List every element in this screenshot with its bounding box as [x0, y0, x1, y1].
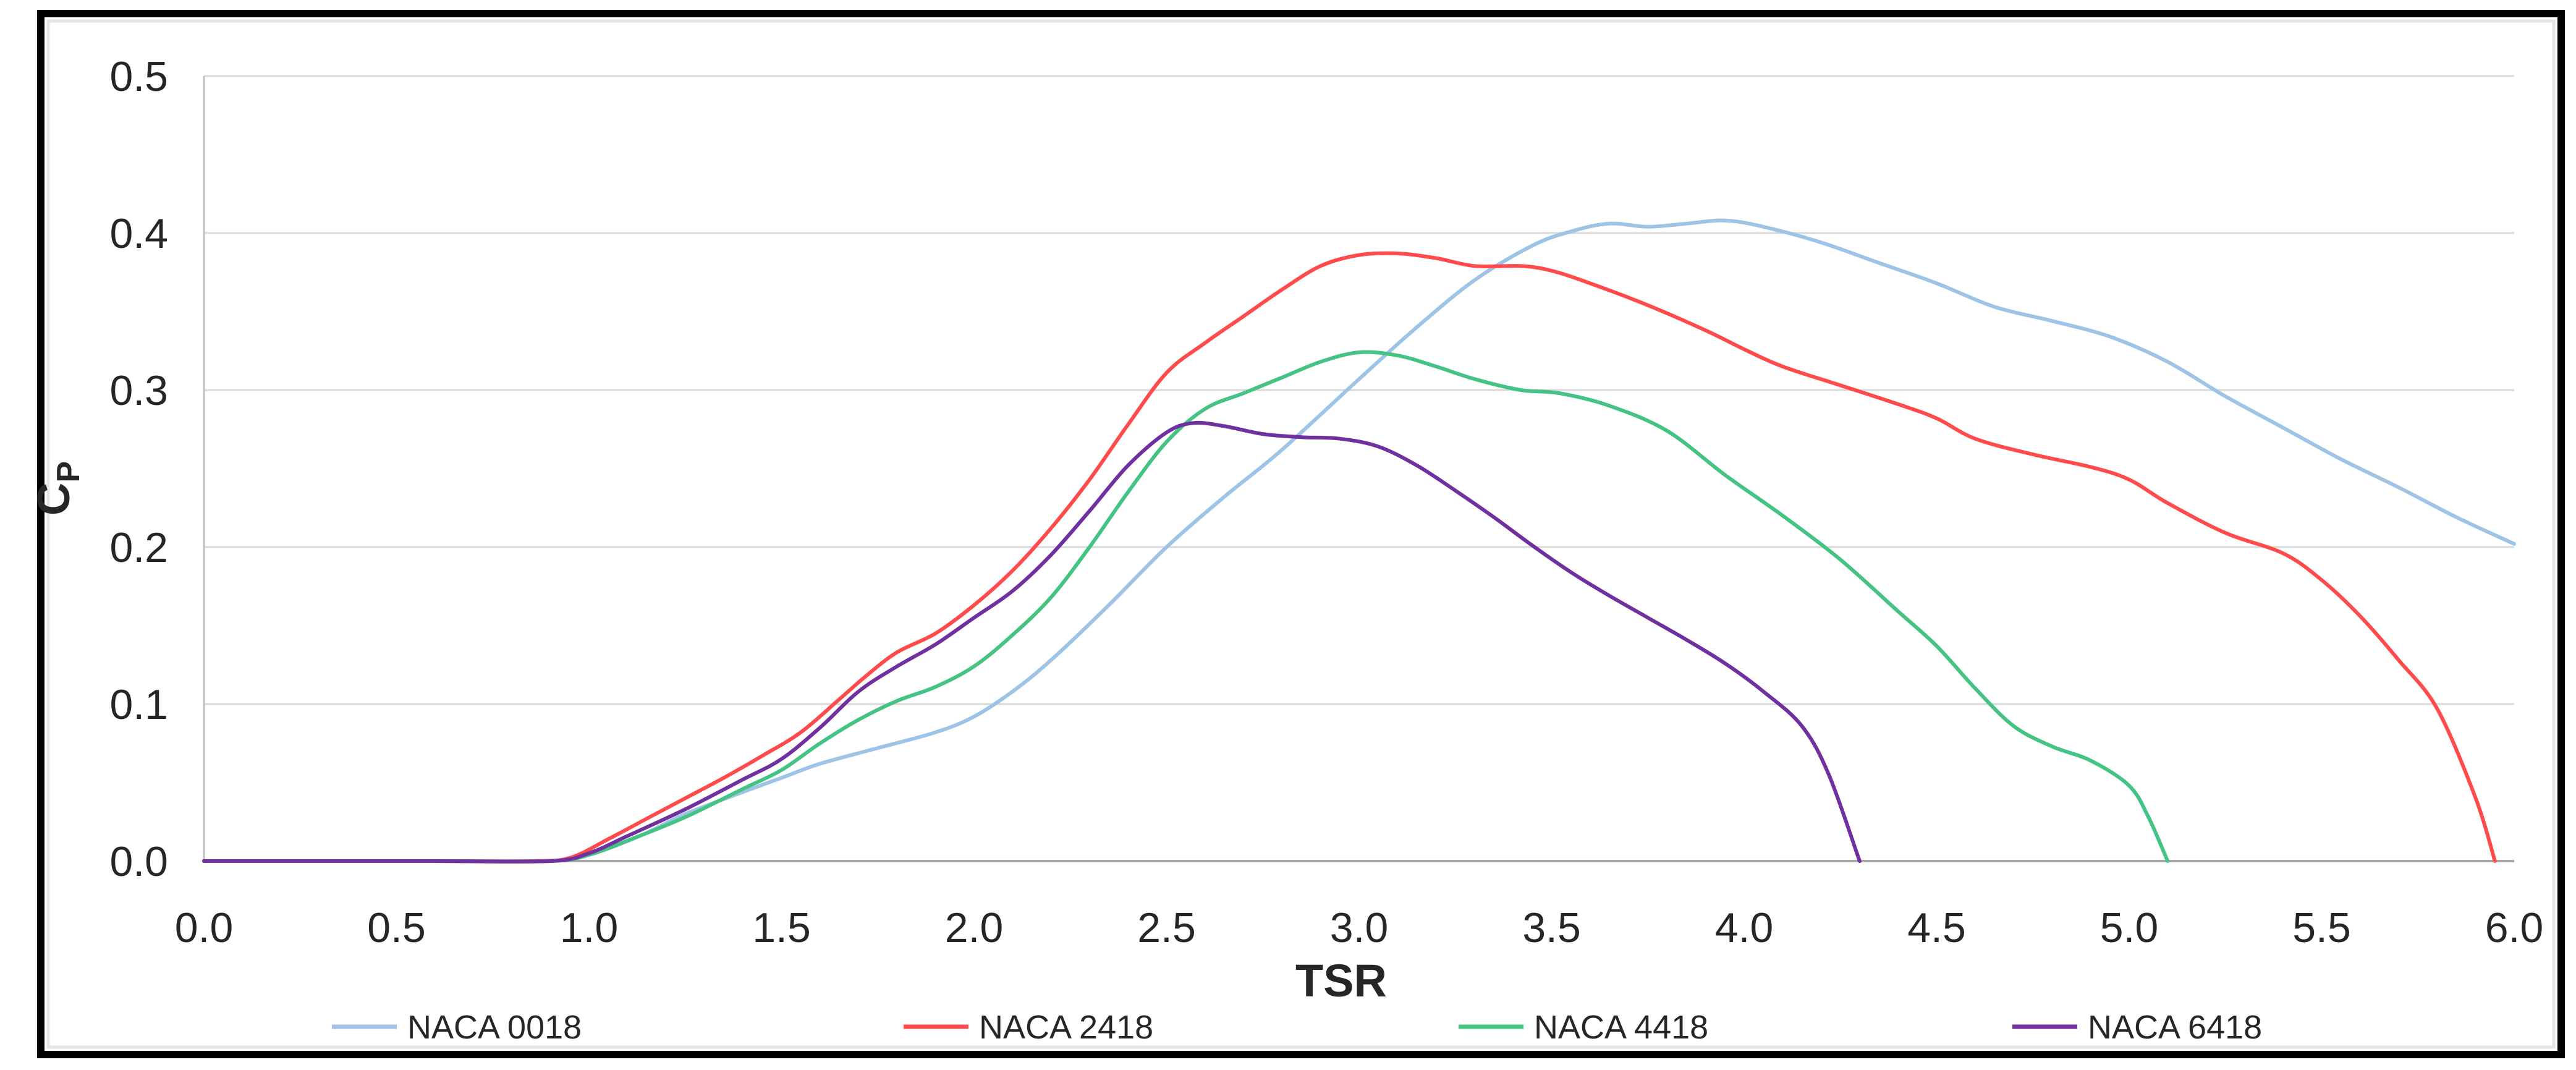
x-tick-label-6.0: 6.0 [2485, 904, 2544, 951]
y-tick-label-0.5: 0.5 [109, 53, 168, 100]
x-tick-label-1.0: 1.0 [560, 904, 619, 951]
legend-label-naca-0018: NACA 0018 [407, 1009, 582, 1046]
series-line-naca-2418 [202, 251, 2497, 864]
series-line-naca-6418 [202, 420, 1862, 864]
legend-item-naca-4418: NACA 4418 [1459, 1009, 1708, 1046]
legend-label-naca-4418: NACA 4418 [1534, 1009, 1708, 1046]
series-lines [202, 218, 2516, 864]
x-axis-title: TSR [1295, 955, 1387, 1006]
legend-item-naca-2418: NACA 2418 [904, 1009, 1153, 1046]
y-tick-label-0.3: 0.3 [109, 367, 168, 414]
x-tick-label-3.5: 3.5 [1522, 904, 1581, 951]
legend-label-naca-2418: NACA 2418 [979, 1009, 1153, 1046]
x-tick-label-0.0: 0.0 [175, 904, 234, 951]
x-tick-label-3.0: 3.0 [1330, 904, 1389, 951]
x-tick-label-5.5: 5.5 [2292, 904, 2351, 951]
x-tick-label-5.0: 5.0 [2100, 904, 2159, 951]
x-tick-label-2.5: 2.5 [1137, 904, 1196, 951]
y-tick-label-0.0: 0.0 [109, 838, 168, 885]
gridlines [204, 75, 2514, 705]
frame-inner-shadow [46, 19, 2556, 1049]
legend: NACA 0018 NACA 2418 NACA 4418 NACA 6418 [332, 1009, 2262, 1046]
y-tick-label-0.4: 0.4 [109, 210, 168, 257]
y-axis-title: CP [28, 461, 87, 516]
axes [203, 76, 2514, 862]
chart-frame-border [37, 10, 2565, 1058]
y-tick-label-0.1: 0.1 [109, 681, 168, 728]
series-line-naca-4418 [202, 350, 2170, 864]
x-tick-label-1.5: 1.5 [752, 904, 811, 951]
y-axis-title-main: C [28, 483, 79, 516]
x-tick-label-0.5: 0.5 [367, 904, 426, 951]
tick-labels: 0.0 0.1 0.2 0.3 0.4 0.5 0.0 0.5 1.0 1.5 2.0 2.5 3.0 3… [109, 53, 2543, 951]
x-tick-label-4.5: 4.5 [1907, 904, 1966, 951]
legend-item-naca-6418: NACA 6418 [2012, 1009, 2262, 1046]
y-axis-title-subscript: P [51, 461, 87, 483]
y-tick-label-0.2: 0.2 [109, 524, 168, 571]
x-tick-label-4.0: 4.0 [1715, 904, 1774, 951]
legend-item-naca-0018: NACA 0018 [332, 1009, 582, 1046]
x-tick-label-2.0: 2.0 [945, 904, 1004, 951]
legend-label-naca-6418: NACA 6418 [2088, 1009, 2262, 1046]
